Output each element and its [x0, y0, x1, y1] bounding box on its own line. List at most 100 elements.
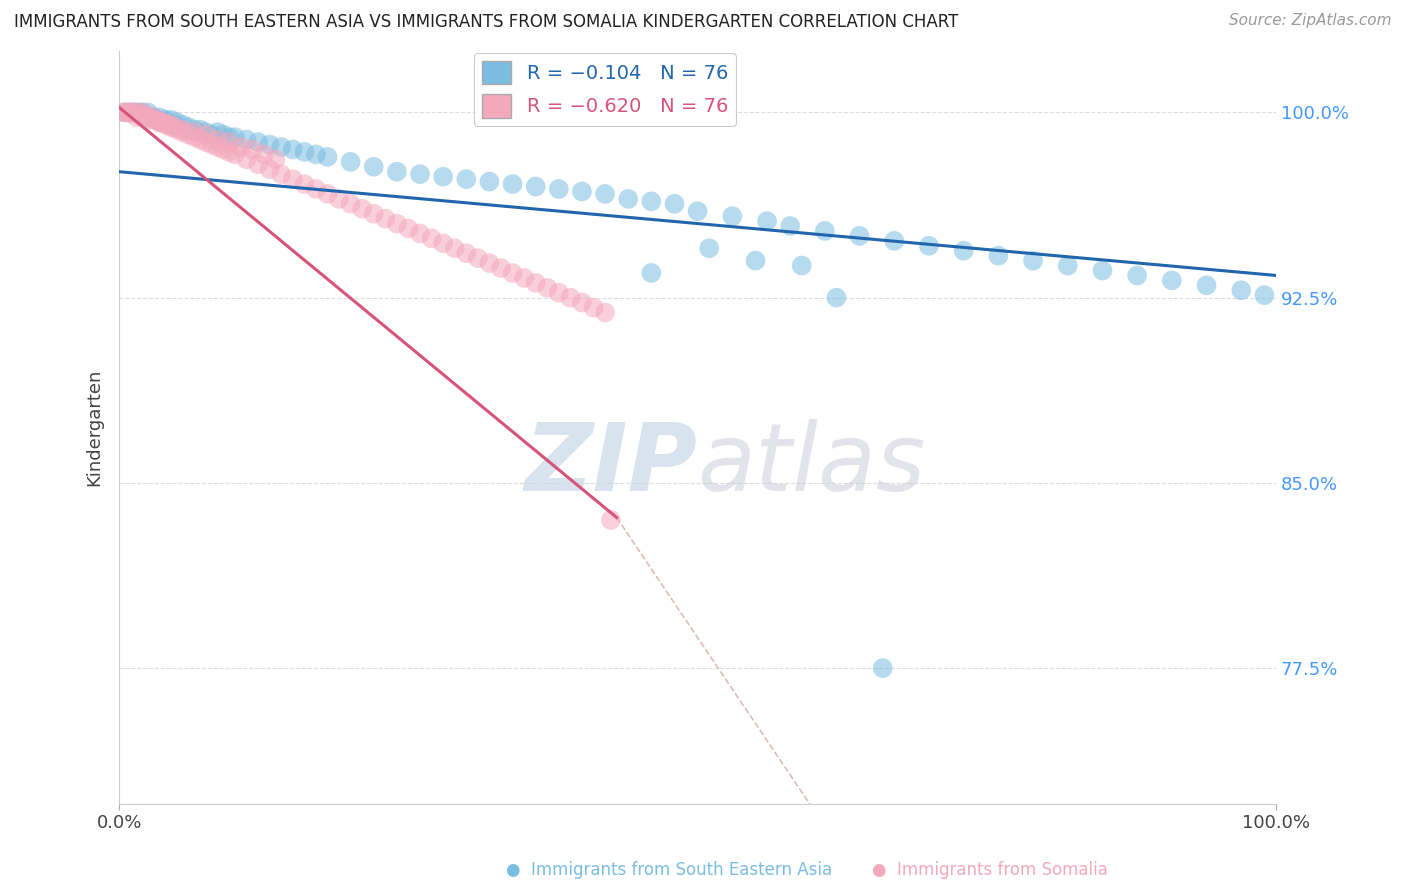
Legend: R = −0.104   N = 76, R = −0.620   N = 76: R = −0.104 N = 76, R = −0.620 N = 76 [474, 53, 735, 126]
Point [264, 153, 287, 167]
Text: ZIP: ZIP [524, 419, 697, 511]
Point [432, 169, 454, 184]
Point [292, 177, 315, 191]
Point [152, 115, 174, 129]
Point [131, 105, 153, 120]
Point [247, 157, 270, 171]
Point [229, 140, 252, 154]
Point [571, 185, 593, 199]
Text: atlas: atlas [697, 419, 927, 510]
Point [155, 118, 177, 132]
Point [129, 105, 152, 120]
Point [129, 108, 152, 122]
Point [224, 130, 246, 145]
Point [524, 179, 547, 194]
Point [152, 115, 174, 129]
Point [952, 244, 974, 258]
Point [1195, 278, 1218, 293]
Point [259, 162, 281, 177]
Point [398, 221, 420, 235]
Point [212, 143, 235, 157]
Point [149, 111, 172, 125]
Point [177, 120, 200, 135]
Point [1091, 263, 1114, 277]
Point [218, 135, 240, 149]
Point [172, 122, 194, 136]
Point [686, 204, 709, 219]
Point [259, 137, 281, 152]
Point [617, 192, 640, 206]
Point [756, 214, 779, 228]
Point [502, 177, 524, 191]
Point [166, 115, 188, 129]
Point [141, 111, 163, 125]
Text: ●  Immigrants from South Eastern Asia: ● Immigrants from South Eastern Asia [506, 861, 832, 879]
Point [478, 175, 501, 189]
Point [1160, 273, 1182, 287]
Point [146, 112, 169, 127]
Point [183, 122, 205, 136]
Point [524, 276, 547, 290]
Point [134, 108, 156, 122]
Point [160, 118, 183, 132]
Point [235, 132, 257, 146]
Y-axis label: Kindergarten: Kindergarten [86, 368, 103, 486]
Point [599, 513, 621, 527]
Point [143, 111, 166, 125]
Point [156, 118, 179, 132]
Text: IMMIGRANTS FROM SOUTH EASTERN ASIA VS IMMIGRANTS FROM SOMALIA KINDERGARTEN CORRE: IMMIGRANTS FROM SOUTH EASTERN ASIA VS IM… [14, 13, 959, 31]
Point [779, 219, 801, 233]
Point [195, 128, 218, 142]
Point [183, 125, 205, 139]
Point [1126, 268, 1149, 283]
Point [744, 253, 766, 268]
Text: ●  Immigrants from Somalia: ● Immigrants from Somalia [872, 861, 1108, 879]
Point [339, 196, 361, 211]
Point [270, 167, 292, 181]
Point [872, 661, 894, 675]
Point [149, 115, 172, 129]
Point [218, 145, 240, 159]
Point [134, 111, 156, 125]
Point [420, 231, 443, 245]
Point [1253, 288, 1275, 302]
Point [111, 105, 134, 120]
Point [281, 143, 304, 157]
Point [721, 209, 744, 223]
Point [456, 172, 478, 186]
Point [432, 236, 454, 251]
Point [218, 130, 240, 145]
Point [593, 186, 616, 201]
Point [146, 112, 169, 127]
Point [385, 217, 408, 231]
Point [443, 241, 465, 255]
Point [141, 111, 163, 125]
Point [195, 125, 218, 139]
Point [207, 140, 229, 154]
Point [305, 147, 328, 161]
Point [166, 122, 188, 136]
Point [156, 115, 179, 129]
Point [363, 160, 385, 174]
Point [235, 153, 257, 167]
Text: Source: ZipAtlas.com: Source: ZipAtlas.com [1229, 13, 1392, 29]
Point [328, 192, 350, 206]
Point [160, 112, 183, 127]
Point [513, 271, 536, 285]
Point [270, 140, 292, 154]
Point [409, 227, 432, 241]
Point [117, 105, 139, 120]
Point [456, 246, 478, 260]
Point [207, 125, 229, 139]
Point [114, 105, 136, 120]
Point [120, 105, 142, 120]
Point [316, 150, 339, 164]
Point [374, 211, 396, 226]
Point [1230, 283, 1253, 297]
Point [547, 182, 569, 196]
Point [172, 118, 194, 132]
Point [177, 128, 200, 142]
Point [593, 305, 616, 319]
Point [640, 266, 662, 280]
Point [163, 118, 186, 132]
